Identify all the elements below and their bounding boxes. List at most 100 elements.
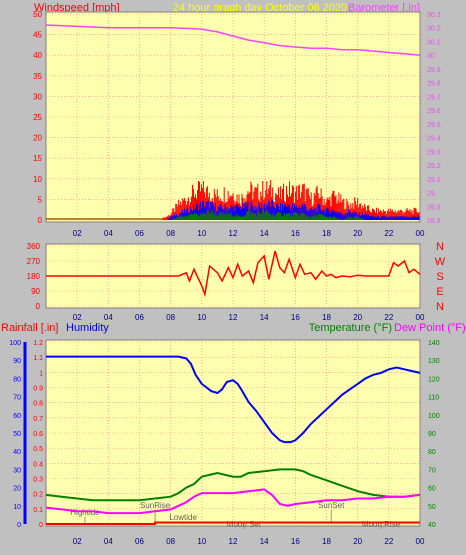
humidity-tick-label: 40 — [13, 449, 21, 456]
rainfall-tick-label: 0.1 — [33, 507, 43, 514]
x-tick-label: 04 — [104, 313, 113, 322]
rain-humidity-temperature-grid — [46, 341, 421, 525]
x-tick-label: 08 — [166, 229, 175, 238]
rainfall-tick-label: 0.3 — [33, 477, 43, 484]
humidity-tick-label: 10 — [13, 504, 21, 511]
x-tick-label: 22 — [384, 229, 393, 238]
rainfall-tick-label: 0.6 — [33, 431, 43, 438]
temperature-tick-label: 80 — [428, 449, 436, 456]
barometer-tick-label: 30.1 — [427, 39, 441, 46]
rainfall-tick-label: 0.5 — [33, 446, 43, 453]
rainfall-tick-label: 0.9 — [33, 386, 43, 393]
rainfall-tick-label: 0 — [39, 522, 43, 529]
barometer-tick-label: 29.7 — [427, 94, 441, 101]
x-tick-label: 22 — [384, 313, 393, 322]
windspeed-tick-label: 35 — [33, 72, 42, 81]
event-label: Moon Set — [227, 520, 262, 529]
direction-tick-label: 180 — [27, 272, 41, 281]
x-tick-label: 18 — [322, 313, 331, 322]
x-tick-label: 02 — [73, 537, 82, 546]
windspeed-tick-label: 5 — [38, 195, 43, 204]
event-label: SunSet — [318, 501, 345, 510]
x-tick-label: 12 — [229, 229, 238, 238]
barometer-tick-label: 29.5 — [427, 122, 441, 129]
windspeed-tick-label: 40 — [33, 51, 42, 60]
temperature-tick-label: 60 — [428, 486, 436, 493]
barometer-tick-label: 30 — [427, 53, 435, 60]
rain-humidity-temperature-series — [45, 355, 421, 525]
x-tick-label: 20 — [353, 229, 362, 238]
direction-tick-label: 360 — [27, 242, 41, 251]
barometer-tick-label: 29.1 — [427, 177, 441, 184]
temperature-tick-label: 50 — [428, 504, 436, 511]
x-tick-label: 04 — [104, 229, 113, 238]
rainfall-line — [46, 521, 420, 525]
humidity-tick-label: 80 — [13, 376, 21, 383]
x-tick-label: 16 — [291, 313, 300, 322]
barometer-tick-label: 29 — [427, 191, 435, 198]
humidity-label: Humidity — [66, 322, 109, 334]
humidity-tick-label: 50 — [13, 431, 21, 438]
barometer-tick-label: 30.3 — [427, 12, 441, 19]
x-tick-label: 06 — [135, 313, 144, 322]
x-tick-label: 16 — [291, 229, 300, 238]
barometer-tick-label: 29.6 — [427, 108, 441, 115]
temperature-tick-label: 100 — [428, 413, 440, 420]
x-tick-label: 12 — [229, 313, 238, 322]
barometer-tick-label: 30.2 — [427, 26, 441, 33]
x-tick-label: 02 — [73, 229, 82, 238]
wind-barometer-ticks: 0 5 10 15 20 25 30 35 40 45 50 28.8 28.9 29 29.1 29.2 29… — [33, 10, 441, 238]
event-label: Lowtide — [169, 513, 197, 522]
barometer-tick-label: 29.3 — [427, 149, 441, 156]
rainfall-tick-label: 1 — [39, 370, 43, 377]
x-tick-label: 20 — [353, 313, 362, 322]
barometer-tick-label: 29.9 — [427, 67, 441, 74]
temperature-tick-label: 90 — [428, 431, 436, 438]
rainfall-tick-label: 0.8 — [33, 401, 43, 408]
x-tick-label: 18 — [322, 229, 331, 238]
humidity-tick-label: 90 — [13, 358, 21, 365]
rainfall-label: Rainfall [.in] — [1, 322, 58, 334]
compass-letter: S — [436, 271, 443, 283]
x-tick-label: 06 — [135, 537, 144, 546]
x-tick-label: 16 — [291, 537, 300, 546]
wind-barometer-series — [45, 24, 421, 220]
windspeed-tick-label: 45 — [33, 31, 42, 40]
event-label: Hightide — [70, 508, 100, 517]
x-tick-label: 04 — [104, 537, 113, 546]
dewpoint-label: Dew Point (°F) — [394, 322, 466, 334]
compass-letter: E — [436, 286, 443, 298]
rainfall-tick-label: 1.2 — [33, 340, 43, 347]
temperature-tick-label: 40 — [428, 522, 436, 529]
barometer-label: Barometer [.in] — [348, 2, 420, 14]
x-tick-label: 00 — [416, 537, 425, 546]
windspeed-tick-label: 15 — [33, 154, 42, 163]
barometer-tick-label: 29.4 — [427, 136, 441, 143]
event-label: SunRise — [140, 501, 171, 510]
humidity-tick-label: 20 — [13, 486, 21, 493]
rainfall-tick-label: 0.2 — [33, 492, 43, 499]
barometer-tick-label: 28.8 — [427, 218, 441, 225]
x-tick-label: 14 — [260, 313, 269, 322]
windspeed-tick-label: 0 — [38, 216, 43, 225]
graph-title: 24 hour graph day October 06 2020 — [173, 2, 347, 14]
temperature-tick-label: 70 — [428, 467, 436, 474]
x-tick-label: 10 — [197, 537, 206, 546]
windspeed-tick-label: 50 — [33, 10, 42, 19]
windspeed-tick-label: 25 — [33, 113, 42, 122]
x-tick-label: 00 — [416, 229, 425, 238]
temperature-tick-label: 120 — [428, 376, 440, 383]
direction-tick-label: 270 — [27, 257, 41, 266]
barometer-tick-label: 29.2 — [427, 163, 441, 170]
barometer-line — [45, 24, 421, 56]
compass-letter: N — [436, 241, 444, 253]
x-tick-label: 10 — [197, 229, 206, 238]
barometer-tick-label: 28.9 — [427, 204, 441, 211]
humidity-tick-label: 70 — [13, 395, 21, 402]
compass-letter: W — [435, 256, 446, 268]
wind-direction-ticks: 0 90 180 270 360 02 04 06 08 10 12 14 16 18 20 22 00 — [27, 242, 425, 322]
direction-tick-label: 90 — [31, 287, 40, 296]
x-tick-label: 14 — [260, 537, 269, 546]
